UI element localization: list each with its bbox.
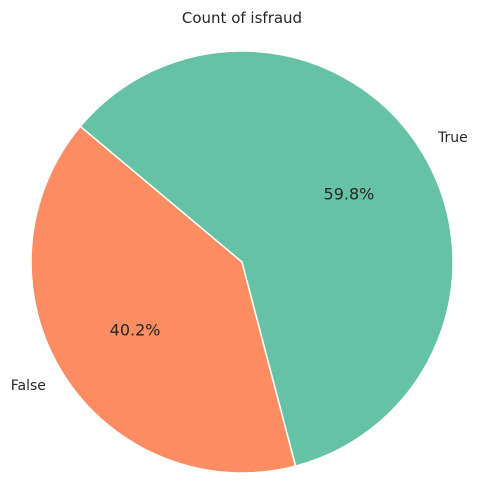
percent-label-true: 59.8% — [324, 185, 375, 204]
percent-label-false: 40.2% — [110, 320, 161, 339]
pie-slice-true — [79, 50, 454, 467]
chart-title: Count of isfraud — [182, 9, 302, 27]
slice-label-true: True — [437, 130, 468, 146]
pie-labels: False 40.2% True 59.8% — [11, 130, 468, 394]
pie-slices — [30, 50, 454, 474]
slice-label-false: False — [11, 378, 46, 394]
pie-slice-false — [30, 125, 297, 474]
